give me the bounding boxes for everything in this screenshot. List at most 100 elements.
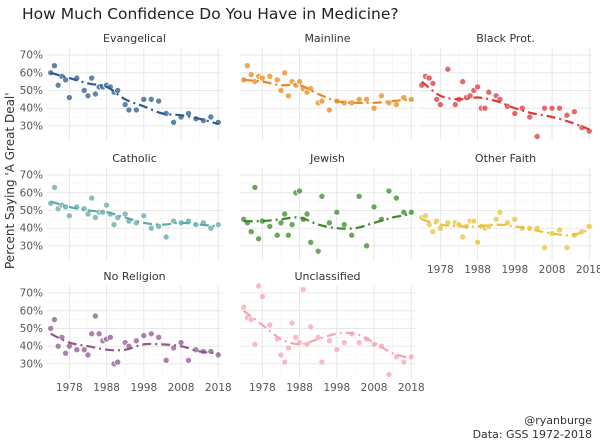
data-point — [273, 231, 281, 239]
data-point — [214, 221, 222, 229]
data-point — [277, 219, 285, 227]
caption-source: Data: GSS 1972-2018 — [472, 428, 592, 441]
panel-title: Unclassified — [294, 270, 360, 283]
data-point — [292, 333, 300, 341]
data-point — [50, 62, 58, 70]
data-point — [444, 65, 452, 73]
data-point — [170, 118, 178, 126]
data-point — [132, 106, 140, 114]
x-tick-label: 1978 — [427, 264, 454, 276]
data-point — [277, 86, 285, 94]
data-point — [318, 97, 326, 105]
data-point — [563, 111, 571, 119]
x-tick-label: 1998 — [323, 382, 350, 394]
panel-jewish: Jewish — [240, 152, 415, 260]
data-point — [425, 74, 433, 82]
data-point — [340, 221, 348, 229]
caption: @ryanburge Data: GSS 1972-2018 — [473, 414, 592, 442]
trend-line — [243, 212, 412, 230]
data-point — [288, 319, 296, 327]
data-point — [333, 208, 341, 216]
data-point — [88, 330, 96, 338]
data-point — [214, 351, 222, 359]
data-point — [73, 346, 81, 354]
panel-background — [47, 168, 222, 260]
data-point — [303, 210, 311, 218]
data-point — [155, 333, 163, 341]
data-point — [62, 349, 70, 357]
data-point — [255, 282, 263, 290]
panel-title: Evangelical — [103, 32, 166, 45]
data-point — [114, 86, 122, 94]
data-point — [281, 69, 289, 77]
data-point — [47, 324, 55, 332]
x-tick-label: 2018 — [576, 264, 600, 276]
x-tick-label: 1988 — [286, 382, 313, 394]
x-tick-label: 1988 — [464, 264, 491, 276]
data-point — [50, 183, 58, 191]
data-point — [80, 86, 88, 94]
trend-line — [243, 309, 412, 360]
data-point — [207, 224, 215, 232]
panel-evangelical: Evangelical 30% 40% 50% 60% 70% — [20, 32, 222, 140]
data-point — [407, 208, 415, 216]
x-tick-label: 2008 — [168, 382, 195, 394]
data-point — [421, 212, 429, 220]
data-point — [348, 231, 356, 239]
panel-background — [240, 286, 415, 378]
y-tick-label: 70% — [20, 170, 43, 182]
data-point — [485, 88, 493, 96]
data-point — [377, 92, 385, 100]
data-point — [407, 353, 415, 361]
data-point — [140, 95, 148, 103]
panel-background — [418, 48, 593, 140]
data-point — [247, 71, 255, 79]
data-point — [585, 222, 593, 230]
data-point — [243, 62, 251, 70]
trend-line — [421, 218, 590, 237]
data-point — [307, 323, 315, 331]
y-tick-label: 60% — [20, 67, 43, 79]
panel-catholic: Catholic 30% 40% 50% 60% 70% — [20, 152, 222, 260]
x-tick-label: 2018 — [205, 382, 232, 394]
data-point — [273, 76, 281, 84]
data-point — [436, 101, 444, 109]
data-point — [281, 358, 289, 366]
data-point — [240, 303, 248, 311]
data-point — [132, 337, 140, 345]
data-point — [251, 340, 259, 348]
data-point — [281, 210, 289, 218]
trend-line — [50, 71, 219, 126]
data-point — [65, 212, 73, 220]
data-point — [429, 79, 437, 87]
panel-no-religion: No Religion 30% 40% 50% 60% 70% 1978 1988 1998 20… — [20, 270, 232, 394]
data-point — [307, 238, 315, 246]
data-point — [541, 244, 549, 252]
data-point — [95, 330, 103, 338]
panel-title: Black Prot. — [476, 32, 535, 45]
data-point — [511, 215, 519, 223]
panel-background — [240, 48, 415, 140]
data-point — [392, 101, 400, 109]
data-point — [470, 217, 478, 225]
data-point — [511, 109, 519, 117]
data-point — [355, 95, 363, 103]
data-point — [91, 214, 99, 222]
data-point — [65, 94, 73, 102]
panel-background — [418, 168, 593, 260]
data-point — [258, 74, 266, 82]
data-point — [429, 228, 437, 236]
data-point — [299, 286, 307, 294]
data-point — [266, 321, 274, 329]
data-point — [385, 187, 393, 195]
data-point — [125, 106, 133, 114]
data-point — [333, 346, 341, 354]
y-tick-label: 70% — [20, 50, 43, 62]
data-point — [555, 104, 563, 112]
data-point — [258, 293, 266, 301]
panel-background — [47, 286, 222, 378]
data-point — [114, 358, 122, 366]
data-point — [481, 104, 489, 112]
panel-title: Jewish — [309, 152, 345, 165]
